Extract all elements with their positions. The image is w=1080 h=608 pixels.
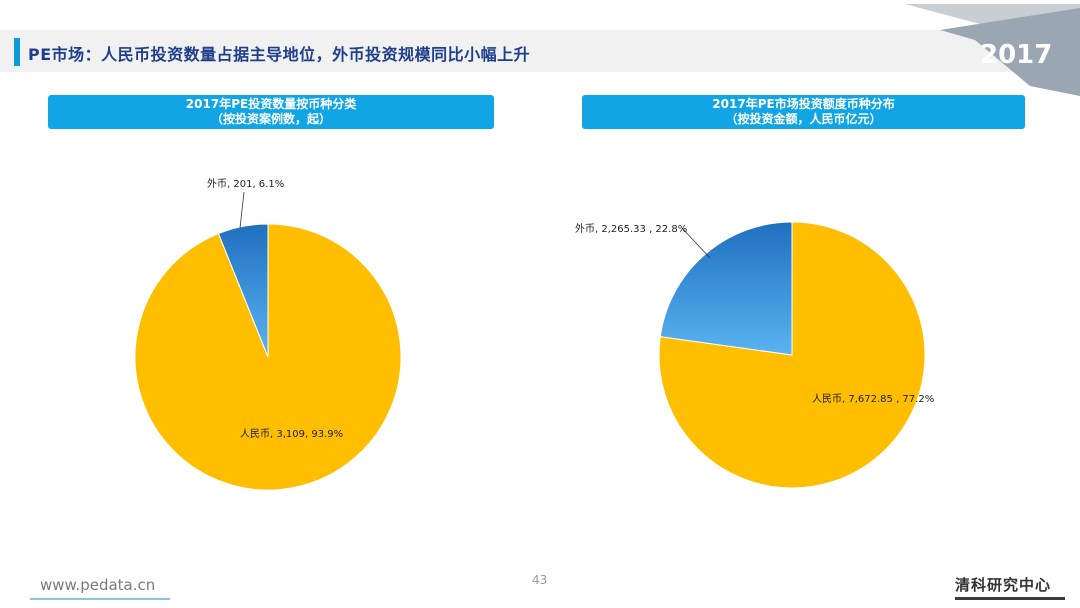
page-title: PE市场：人民币投资数量占据主导地位，外币投资规模同比小幅上升	[28, 45, 531, 64]
left-chart-header: 2017年PE投资数量按币种分类 （按投资案例数，起）	[48, 95, 494, 129]
data-label-right-rmb: 人民币, 7,672.85 , 77.2%	[812, 393, 934, 405]
year-label: 2017	[980, 40, 1053, 70]
pie-slice-left-foreign	[217, 223, 269, 358]
title-accent	[14, 38, 20, 66]
leader-line-left	[239, 191, 245, 229]
leader-line-right	[681, 227, 711, 259]
left-chart-title: 2017年PE投资数量按币种分类	[185, 97, 357, 111]
title-bar	[0, 30, 1080, 72]
data-label-left-rmb: 人民币, 3,109, 93.9%	[240, 428, 343, 440]
footer-url[interactable]: www.pedata.cn	[40, 576, 156, 594]
page-number: 43	[532, 573, 548, 587]
right-chart-subtitle: （按投资金额，人民币亿元）	[725, 112, 882, 126]
brand-logo-text: 清科研究中心	[955, 576, 1052, 594]
pie-slice-right-foreign	[659, 221, 793, 356]
right-chart-title: 2017年PE市场投资额度币种分布	[712, 97, 895, 111]
footer-divider	[30, 598, 170, 600]
brand-underline	[955, 597, 1065, 600]
right-chart-header: 2017年PE市场投资额度币种分布 （按投资金额，人民币亿元）	[582, 95, 1025, 129]
left-chart-subtitle: （按投资案例数，起）	[210, 112, 331, 126]
data-label-right-foreign: 外币, 2,265.33 , 22.8%	[575, 223, 687, 235]
data-label-left-foreign: 外币, 201, 6.1%	[207, 178, 284, 190]
year-decoration	[905, 4, 1080, 96]
